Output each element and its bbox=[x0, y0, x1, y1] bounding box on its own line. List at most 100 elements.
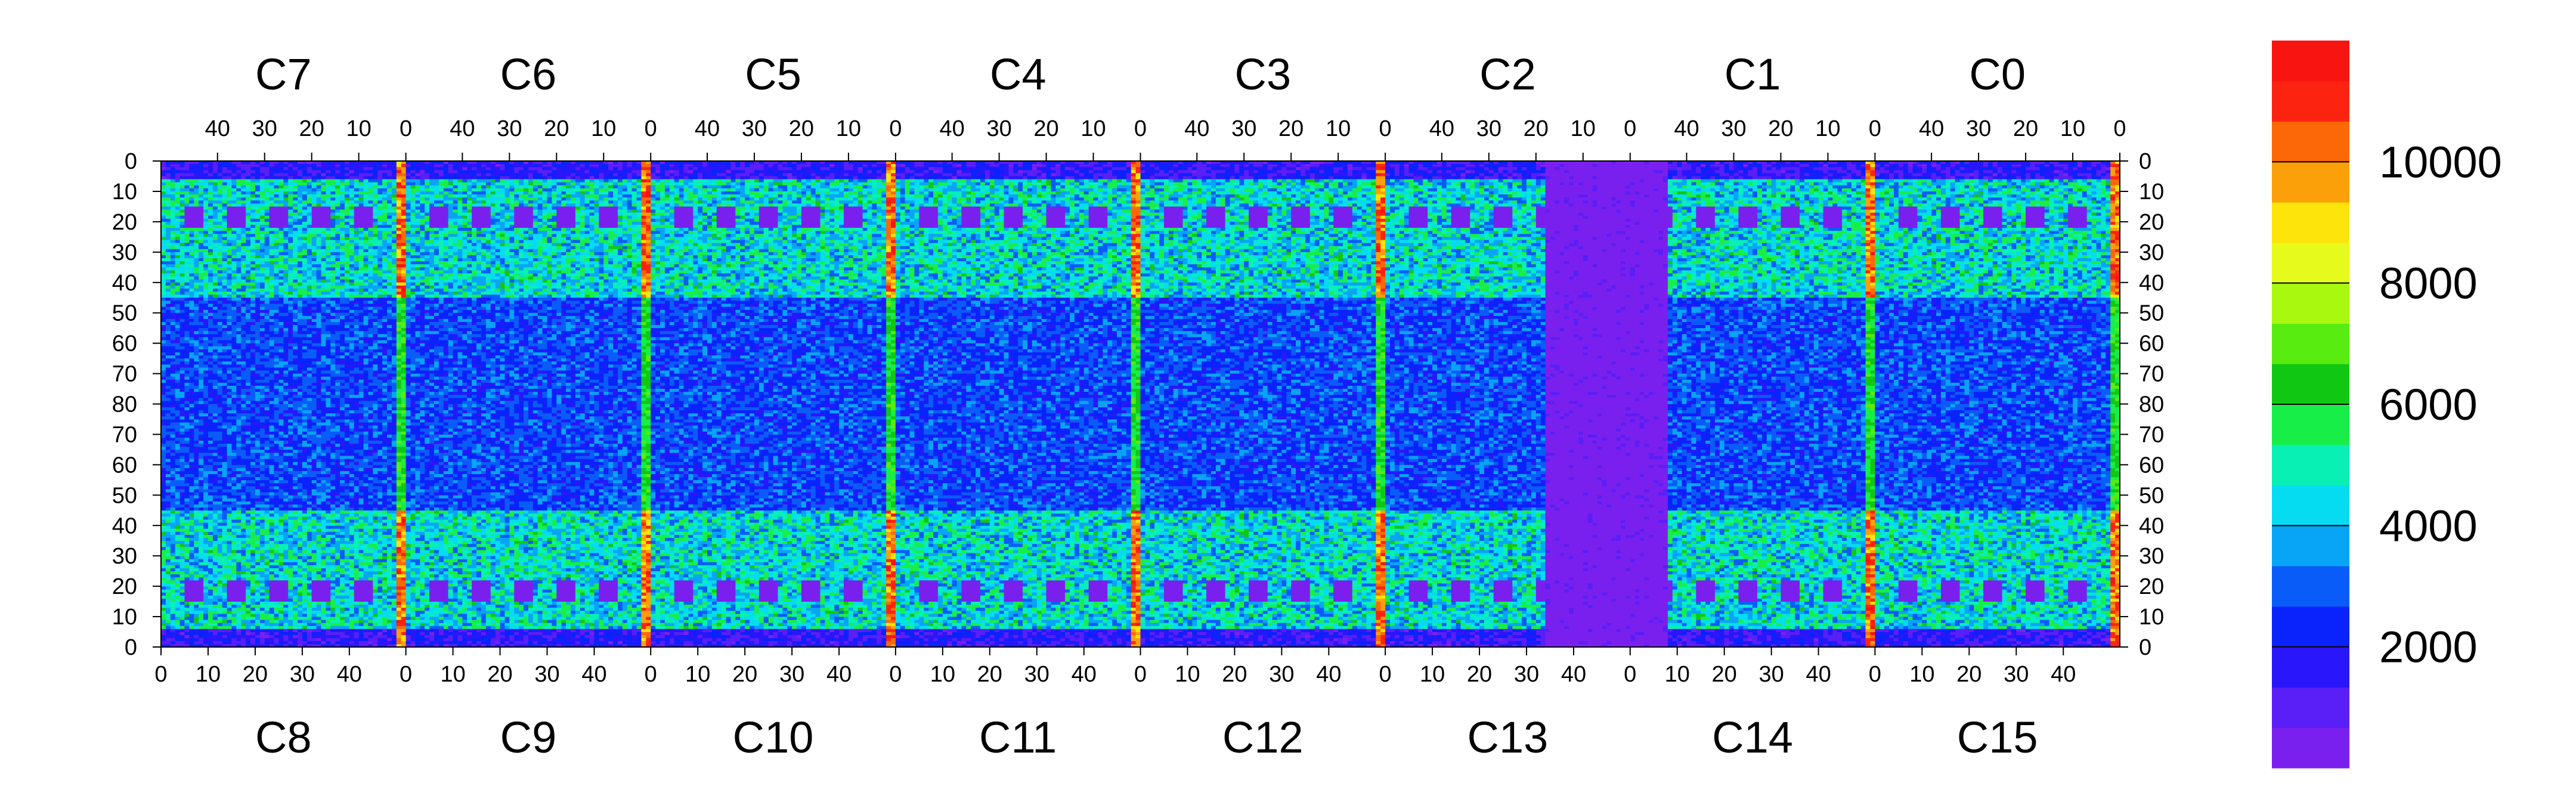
top-x-tick-label: 40 bbox=[1674, 116, 1699, 141]
top-x-tick-label: 40 bbox=[939, 116, 964, 141]
bottom-x-tick-label: 40 bbox=[581, 662, 606, 687]
chip-label-bottom: C8 bbox=[255, 713, 312, 762]
chip-label-top: C7 bbox=[255, 49, 312, 99]
top-x-tick-label: 30 bbox=[1721, 116, 1746, 141]
right-y-tick-label: 60 bbox=[2139, 332, 2164, 357]
bottom-x-tick-label: 10 bbox=[440, 662, 465, 687]
bottom-x-tick-label: 10 bbox=[930, 662, 955, 687]
left-y-tick-label: 50 bbox=[112, 301, 137, 326]
top-x-tick-label: 20 bbox=[1278, 116, 1304, 141]
bottom-x-tick-label: 40 bbox=[1806, 662, 1831, 687]
colorbar-segment bbox=[2272, 404, 2349, 445]
right-y-tick-label: 10 bbox=[2139, 605, 2164, 630]
chip-label-top: C3 bbox=[1235, 49, 1292, 99]
top-x-tick-label: 20 bbox=[789, 116, 814, 141]
left-y-tick-label: 60 bbox=[112, 453, 137, 478]
colorbar-segment bbox=[2272, 202, 2349, 243]
bottom-x-tick-label: 20 bbox=[1956, 662, 1981, 687]
left-y-tick-label: 70 bbox=[112, 422, 137, 447]
bottom-x-tick-label: 40 bbox=[826, 662, 852, 687]
bottom-x-tick-label: 40 bbox=[1316, 662, 1341, 687]
top-x-tick-label: 30 bbox=[1231, 116, 1256, 141]
top-x-tick-label: 10 bbox=[2060, 116, 2085, 141]
bottom-x-tick-label: 0 bbox=[1869, 662, 1881, 687]
bottom-x-tick-label: 0 bbox=[889, 662, 902, 687]
right-y-tick-label: 50 bbox=[2139, 483, 2164, 508]
bottom-x-tick-label: 20 bbox=[487, 662, 512, 687]
colorbar-segment bbox=[2272, 687, 2349, 727]
heatmap-area bbox=[161, 161, 2120, 647]
top-x-axis: 40 30 20 10 0 40 30 20 10 0 40 30 20 10 0 40 30 20 10 0 40 30… bbox=[205, 116, 2126, 161]
top-x-tick-label: 30 bbox=[742, 116, 767, 141]
top-x-tick-label: 20 bbox=[544, 116, 569, 141]
colorbar-segment bbox=[2272, 162, 2349, 202]
top-x-tick-label: 20 bbox=[2013, 116, 2038, 141]
top-x-tick-label: 40 bbox=[1184, 116, 1209, 141]
colorbar-segment bbox=[2272, 283, 2349, 324]
left-y-tick-label: 20 bbox=[112, 574, 137, 599]
bottom-x-tick-label: 30 bbox=[779, 662, 804, 687]
top-x-tick-label: 10 bbox=[1571, 116, 1596, 141]
left-y-tick-label: 50 bbox=[112, 483, 137, 508]
top-x-tick-label: 40 bbox=[205, 116, 230, 141]
bottom-x-tick-label: 30 bbox=[1514, 662, 1539, 687]
bottom-x-tick-label: 0 bbox=[645, 662, 657, 687]
top-x-tick-label: 0 bbox=[400, 116, 412, 141]
chip-label-top: C0 bbox=[1969, 49, 2026, 99]
chip-label-bottom: C12 bbox=[1222, 713, 1304, 762]
left-y-tick-label: 70 bbox=[112, 362, 137, 387]
top-x-tick-label: 0 bbox=[1134, 116, 1147, 141]
left-y-tick-label: 10 bbox=[112, 179, 137, 205]
top-x-tick-label: 20 bbox=[1033, 116, 1058, 141]
chip-label-bottom: C11 bbox=[979, 713, 1057, 762]
bottom-x-tick-label: 0 bbox=[1134, 662, 1147, 687]
chip-label-bottom: C10 bbox=[733, 713, 814, 762]
colorbar-segment bbox=[2272, 445, 2349, 485]
colorbar-tick-label: 8000 bbox=[2379, 259, 2478, 308]
right-y-tick-label: 30 bbox=[2139, 240, 2164, 265]
right-y-tick-label: 20 bbox=[2139, 210, 2164, 235]
top-x-tick-label: 0 bbox=[889, 116, 902, 141]
top-x-tick-label: 0 bbox=[1869, 116, 1881, 141]
chip-label-bottom: C15 bbox=[1957, 713, 2038, 762]
right-y-tick-label: 50 bbox=[2139, 301, 2164, 326]
right-y-tick-label: 60 bbox=[2139, 453, 2164, 478]
left-y-tick-label: 40 bbox=[112, 271, 137, 296]
left-y-tick-label: 40 bbox=[112, 513, 137, 538]
colorbar-segment bbox=[2272, 727, 2349, 768]
colorbar-segment bbox=[2272, 647, 2349, 688]
left-y-tick-label: 30 bbox=[112, 544, 137, 569]
bottom-x-tick-label: 0 bbox=[400, 662, 412, 687]
right-y-tick-label: 0 bbox=[2139, 149, 2151, 174]
bottom-x-tick-label: 30 bbox=[534, 662, 559, 687]
top-x-tick-label: 10 bbox=[1326, 116, 1351, 141]
colorbar-segment bbox=[2272, 81, 2349, 122]
top-x-tick-label: 0 bbox=[1624, 116, 1636, 141]
right-y-tick-label: 40 bbox=[2139, 513, 2164, 538]
left-y-tick-label: 20 bbox=[112, 210, 137, 235]
right-y-tick-label: 0 bbox=[2139, 635, 2151, 660]
bottom-x-tick-label: 30 bbox=[1759, 662, 1784, 687]
left-y-tick-label: 30 bbox=[112, 240, 137, 265]
top-x-tick-label: 0 bbox=[645, 116, 657, 141]
colorbar-segment bbox=[2272, 525, 2349, 566]
bottom-x-tick-label: 10 bbox=[196, 662, 221, 687]
chip-label-top: C5 bbox=[745, 49, 801, 99]
left-y-tick-label: 80 bbox=[112, 392, 137, 417]
top-x-tick-label: 10 bbox=[1815, 116, 1840, 141]
top-x-tick-label: 20 bbox=[1768, 116, 1793, 141]
colorbar-tick-label: 10000 bbox=[2379, 137, 2502, 187]
top-x-tick-label: 30 bbox=[1966, 116, 1991, 141]
top-x-tick-label: 40 bbox=[1919, 116, 1944, 141]
top-x-tick-label: 20 bbox=[299, 116, 324, 141]
chip-label-top: C2 bbox=[1479, 49, 1536, 99]
right-y-tick-label: 40 bbox=[2139, 271, 2164, 296]
chip-label-bottom: C14 bbox=[1712, 713, 1793, 762]
bottom-x-tick-label: 20 bbox=[1222, 662, 1247, 687]
top-x-tick-label: 30 bbox=[252, 116, 277, 141]
